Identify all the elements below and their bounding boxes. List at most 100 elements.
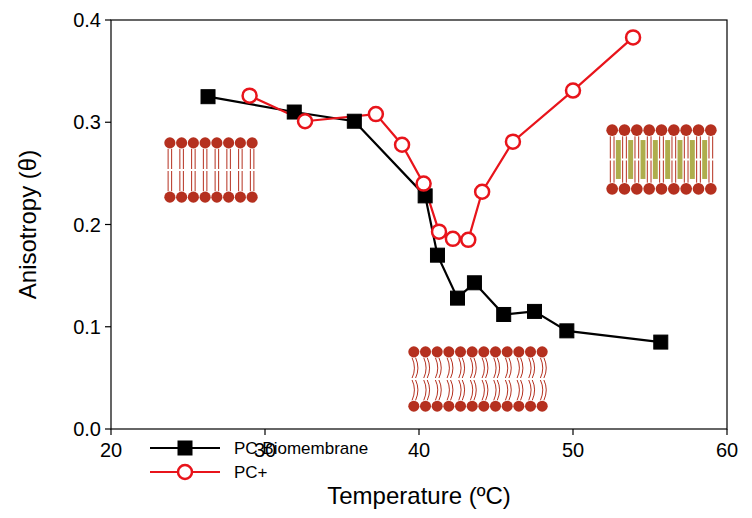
tail	[253, 149, 254, 192]
tail	[509, 358, 511, 401]
y-tick-label: 0.4	[73, 9, 101, 31]
head	[420, 346, 431, 357]
head	[408, 401, 419, 412]
head	[490, 346, 501, 357]
tail	[688, 136, 689, 182]
inclusion	[653, 140, 658, 179]
legend-label: PC Biomembrane	[234, 439, 368, 458]
x-axis-title: Temperature (ºC)	[327, 482, 510, 509]
head	[525, 346, 536, 357]
tail	[700, 136, 701, 182]
tail	[171, 149, 172, 192]
chart-svg: 20304050600.00.10.20.30.4Temperature (ºC…	[0, 0, 752, 518]
y-tick	[105, 428, 111, 429]
legend-label: PC+	[234, 463, 268, 482]
head	[668, 183, 680, 195]
tail	[459, 358, 461, 401]
tail	[470, 358, 472, 401]
head	[455, 401, 466, 412]
data-point	[369, 107, 383, 121]
y-tick	[105, 122, 111, 123]
membrane-icon	[164, 137, 257, 202]
tail	[238, 149, 239, 192]
tail	[622, 136, 623, 182]
head	[693, 124, 705, 136]
inclusion	[665, 140, 670, 179]
head	[513, 401, 524, 412]
data-point	[626, 30, 640, 44]
y-tick-label: 0.0	[73, 418, 101, 440]
y-tick-label: 0.3	[73, 111, 101, 133]
tail	[684, 136, 685, 182]
data-point	[451, 291, 465, 305]
legend-marker	[178, 465, 192, 479]
head	[643, 183, 655, 195]
inclusion	[702, 140, 707, 179]
y-tick-label: 0.1	[73, 316, 101, 338]
head	[537, 346, 548, 357]
head	[478, 346, 489, 357]
x-tick	[264, 429, 265, 435]
head	[211, 137, 222, 148]
membrane-icon	[606, 124, 716, 194]
tail	[226, 149, 227, 192]
tail	[218, 149, 219, 192]
y-tick-label: 0.2	[73, 214, 101, 236]
tail	[497, 358, 499, 401]
head	[705, 124, 717, 136]
head	[247, 137, 258, 148]
tail	[505, 358, 507, 401]
tail	[250, 149, 251, 192]
inclusion	[628, 140, 633, 179]
tail	[424, 358, 426, 401]
data-point	[566, 84, 580, 98]
legend-marker	[178, 441, 192, 455]
head	[513, 346, 524, 357]
head	[668, 124, 680, 136]
head	[467, 346, 478, 357]
head	[188, 137, 199, 148]
legend: PC Biomembrane PC+	[150, 439, 368, 482]
head	[247, 192, 258, 203]
tail	[203, 149, 204, 192]
head	[408, 346, 419, 357]
inclusion	[641, 140, 646, 179]
head	[188, 192, 199, 203]
head	[502, 401, 513, 412]
tail	[671, 136, 672, 182]
tail	[206, 149, 207, 192]
tail	[663, 136, 664, 182]
tail	[482, 358, 484, 401]
head	[478, 401, 489, 412]
data-point	[560, 324, 574, 338]
head	[443, 346, 454, 357]
data-point	[654, 335, 668, 349]
data-point	[467, 276, 481, 290]
tail	[168, 149, 169, 192]
head	[619, 183, 631, 195]
tail	[215, 149, 216, 192]
x-tick-label: 50	[562, 439, 584, 461]
series-line	[250, 37, 633, 239]
tail	[540, 358, 542, 401]
data-point	[446, 232, 460, 246]
head	[525, 401, 536, 412]
tail	[183, 149, 184, 192]
head	[432, 401, 443, 412]
data-point	[201, 90, 215, 104]
tail	[696, 136, 697, 182]
tail	[242, 149, 243, 192]
x-tick	[418, 429, 419, 435]
data-point	[497, 307, 511, 321]
y-tick	[105, 19, 111, 20]
tail	[517, 358, 519, 401]
data-point	[528, 304, 542, 318]
head	[443, 401, 454, 412]
head	[235, 192, 246, 203]
tail	[675, 136, 676, 182]
head	[164, 137, 175, 148]
head	[705, 183, 717, 195]
tail	[191, 149, 192, 192]
head	[680, 183, 692, 195]
head	[223, 192, 234, 203]
